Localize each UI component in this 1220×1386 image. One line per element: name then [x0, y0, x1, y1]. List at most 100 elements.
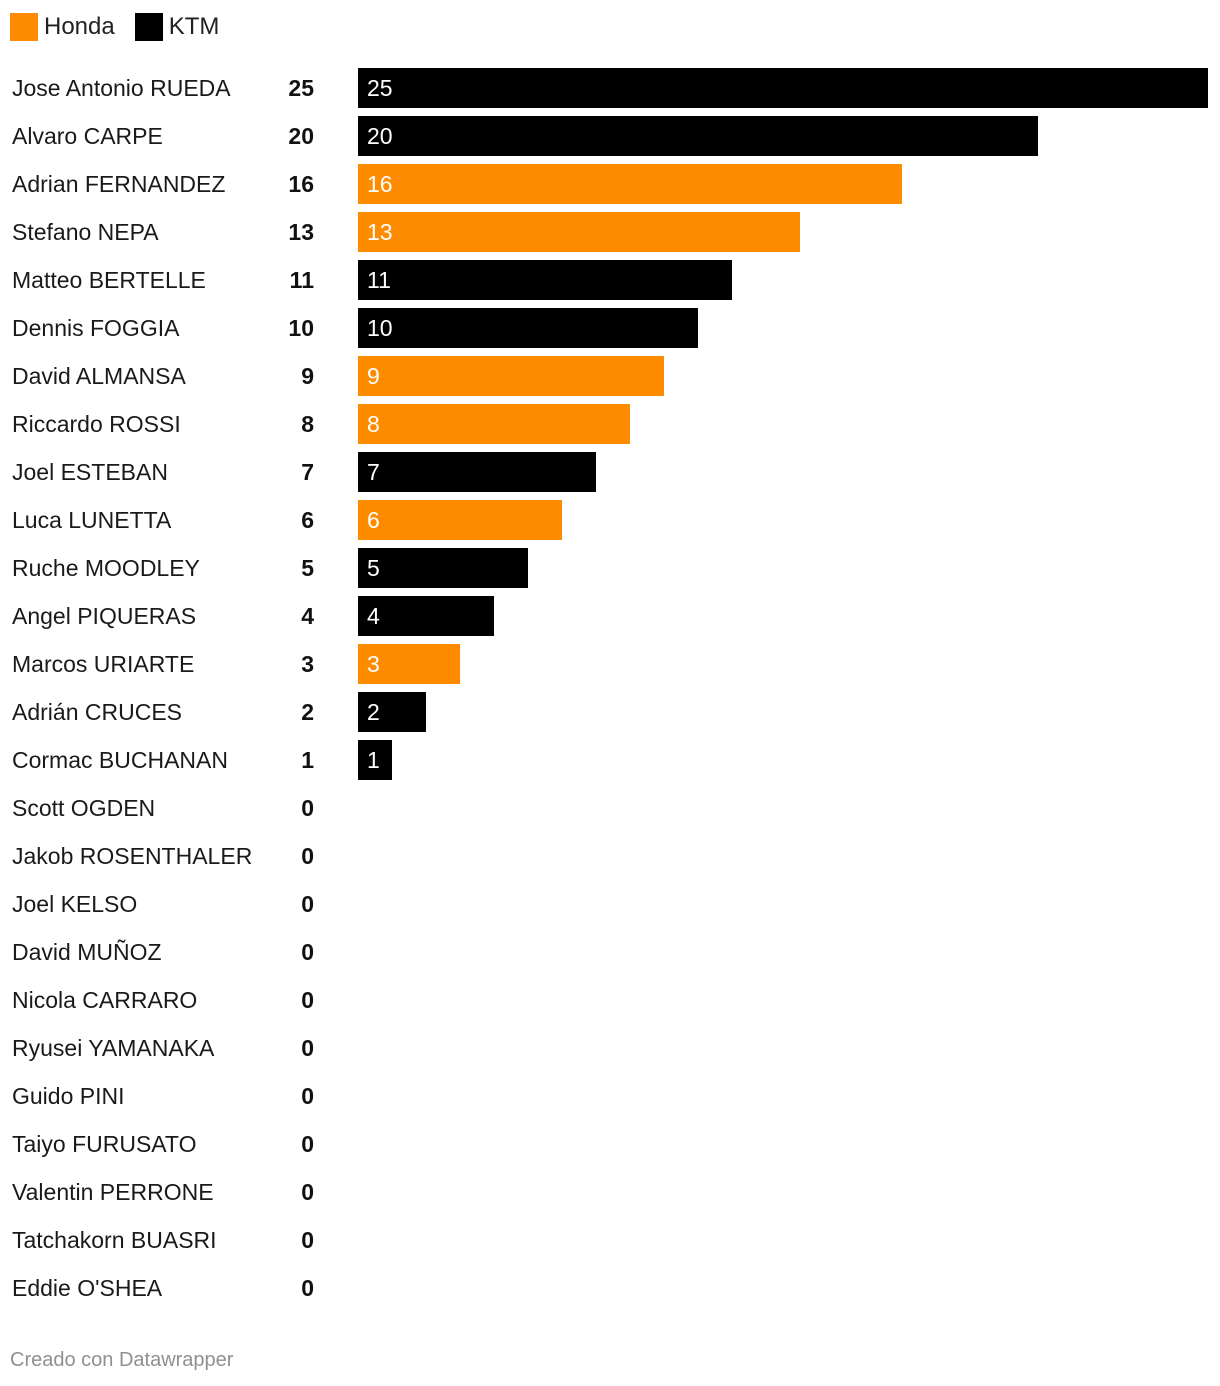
- rider-points: 0: [301, 987, 314, 1013]
- table-row: David ALMANSA 9 9: [0, 356, 1220, 396]
- bar: 4: [358, 596, 494, 636]
- bar-value-label: 9: [367, 363, 380, 389]
- rider-points: 0: [301, 843, 314, 869]
- bar: 2: [358, 692, 426, 732]
- rider-name: Joel KELSO: [12, 891, 138, 917]
- legend-item-ktm: KTM: [134, 13, 220, 41]
- table-row: Stefano NEPA 13 13: [0, 212, 1220, 252]
- legend-label: Honda: [44, 13, 115, 40]
- bar: 9: [358, 356, 664, 396]
- bar: 8: [358, 404, 630, 444]
- bar: 16: [358, 164, 902, 204]
- table-row: Matteo BERTELLE 11 11: [0, 260, 1220, 300]
- table-row: Jose Antonio RUEDA 25 25: [0, 68, 1220, 108]
- rider-name: David MUÑOZ: [12, 939, 162, 965]
- bar-value-label: 25: [367, 75, 393, 101]
- rider-points: 25: [288, 75, 314, 101]
- rider-points: 10: [288, 315, 314, 341]
- bar-value-label: 2: [367, 699, 380, 725]
- table-row: Ryusei YAMANAKA 0: [0, 1028, 1220, 1068]
- table-row: Jakob ROSENTHALER 0: [0, 836, 1220, 876]
- rider-points: 7: [301, 459, 314, 485]
- rider-name: Luca LUNETTA: [12, 507, 172, 533]
- rider-points: 0: [301, 891, 314, 917]
- table-row: Alvaro CARPE 20 20: [0, 116, 1220, 156]
- bar-value-label: 7: [367, 459, 380, 485]
- rider-points: 0: [301, 1179, 314, 1205]
- rider-points: 0: [301, 939, 314, 965]
- bar-value-label: 11: [367, 267, 391, 293]
- table-row: Guido PINI 0: [0, 1076, 1220, 1116]
- bar: 11: [358, 260, 732, 300]
- rider-name: Taiyo FURUSATO: [12, 1131, 197, 1157]
- legend-item-honda: Honda: [10, 13, 115, 41]
- table-row: Dennis FOGGIA 10 10: [0, 308, 1220, 348]
- rider-points: 3: [301, 651, 314, 677]
- rider-name: Stefano NEPA: [12, 219, 159, 245]
- rider-name: Riccardo ROSSI: [12, 411, 181, 437]
- table-row: Taiyo FURUSATO 0: [0, 1124, 1220, 1164]
- legend-label: KTM: [168, 13, 220, 40]
- rider-points: 0: [301, 1275, 314, 1301]
- rider-points: 0: [301, 1227, 314, 1253]
- bar-value-label: 8: [367, 411, 380, 437]
- bar-value-label: 4: [367, 603, 380, 629]
- rider-points: 4: [301, 603, 314, 629]
- rider-points: 16: [288, 171, 314, 197]
- rider-name: Cormac BUCHANAN: [12, 747, 228, 773]
- table-row: David MUÑOZ 0: [0, 932, 1220, 972]
- rider-name: Matteo BERTELLE: [12, 267, 206, 293]
- rider-name: Tatchakorn BUASRI: [12, 1227, 217, 1253]
- rider-name: Jakob ROSENTHALER: [12, 843, 253, 869]
- table-row: Luca LUNETTA 6 6: [0, 500, 1220, 540]
- table-row: Riccardo ROSSI 8 8: [0, 404, 1220, 444]
- rider-points: 0: [301, 1131, 314, 1157]
- bar: 6: [358, 500, 562, 540]
- rider-points: 9: [301, 363, 314, 389]
- rider-name: Adrian FERNANDEZ: [12, 171, 226, 197]
- table-row: Joel KELSO 0: [0, 884, 1220, 924]
- bar-value-label: 16: [367, 171, 393, 197]
- footer-credit: Creado con Datawrapper: [10, 1349, 234, 1371]
- rider-name: Adrián CRUCES: [12, 699, 182, 725]
- table-row: Marcos URIARTE 3 3: [0, 644, 1220, 684]
- rider-name: David ALMANSA: [12, 363, 186, 389]
- bar: 10: [358, 308, 698, 348]
- table-row: Adrián CRUCES 2 2: [0, 692, 1220, 732]
- rider-points: 8: [301, 411, 314, 437]
- bar: 1: [358, 740, 392, 780]
- rider-name: Angel PIQUERAS: [12, 603, 197, 629]
- bar: 3: [358, 644, 460, 684]
- table-row: Eddie O'SHEA 0: [0, 1268, 1220, 1308]
- rider-points: 6: [301, 507, 314, 533]
- rider-name: Alvaro CARPE: [12, 123, 163, 149]
- rider-name: Ruche MOODLEY: [12, 555, 200, 581]
- rider-points: 13: [288, 219, 314, 245]
- table-row: Valentin PERRONE 0: [0, 1172, 1220, 1212]
- table-row: Scott OGDEN 0: [0, 788, 1220, 828]
- rider-name: Scott OGDEN: [12, 795, 156, 821]
- table-row: Nicola CARRARO 0: [0, 980, 1220, 1020]
- rider-points: 0: [301, 1035, 314, 1061]
- rider-points: 5: [301, 555, 314, 581]
- rider-name: Dennis FOGGIA: [12, 315, 180, 341]
- rider-points: 1: [301, 747, 314, 773]
- bar-value-label: 6: [367, 507, 380, 533]
- bar-value-label: 3: [367, 651, 380, 677]
- table-row: Tatchakorn BUASRI 0: [0, 1220, 1220, 1260]
- rider-name: Guido PINI: [12, 1083, 125, 1109]
- rider-points: 0: [301, 1083, 314, 1109]
- bar: 25: [358, 68, 1208, 108]
- rider-name: Eddie O'SHEA: [12, 1275, 163, 1301]
- table-row: Cormac BUCHANAN 1 1: [0, 740, 1220, 780]
- table-row: Joel ESTEBAN 7 7: [0, 452, 1220, 492]
- legend-swatch: [10, 13, 38, 41]
- rider-points: 0: [301, 795, 314, 821]
- rider-name: Valentin PERRONE: [12, 1179, 214, 1205]
- bar: 20: [358, 116, 1038, 156]
- bar-value-label: 13: [367, 219, 393, 245]
- bar-value-label: 10: [367, 315, 393, 341]
- table-row: Adrian FERNANDEZ 16 16: [0, 164, 1220, 204]
- rider-name: Joel ESTEBAN: [12, 459, 168, 485]
- rider-name: Marcos URIARTE: [12, 651, 195, 677]
